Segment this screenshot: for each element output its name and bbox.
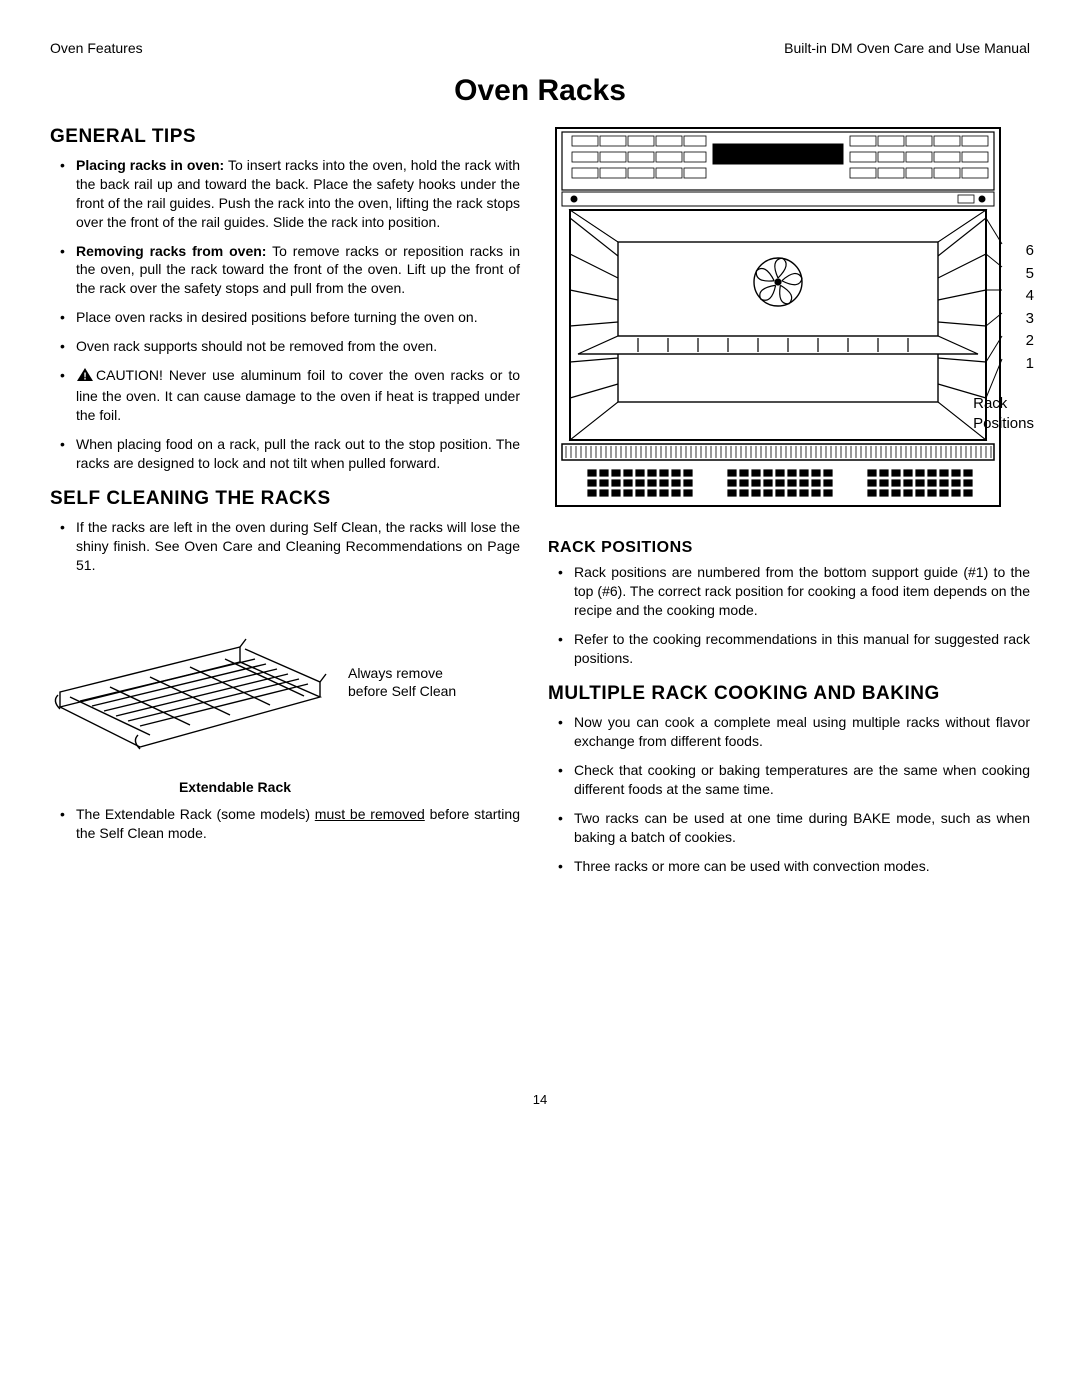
list-item: Oven rack supports should not be removed… [76,337,520,356]
bold-text: Placing racks in oven: [76,157,224,173]
multi-rack-heading: MULTIPLE RACK COOKING AND BAKING [548,683,1030,705]
self-clean-list: If the racks are left in the oven during… [50,518,520,575]
page-title: Oven Racks [50,74,1030,108]
header-right: Built-in DM Oven Care and Use Manual [784,40,1030,56]
extendable-rack-note: Always remove before Self Clean [348,664,458,700]
list-item: If the racks are left in the oven during… [76,518,520,575]
left-column: GENERAL TIPS Placing racks in oven: To i… [50,122,520,892]
caution-icon: ! [76,367,94,387]
rack-positions-list: Rack positions are numbered from the bot… [548,563,1030,667]
rack-positions-heading: RACK POSITIONS [548,539,1030,557]
list-item: Two racks can be used at one time during… [574,809,1030,847]
list-item: Placing racks in oven: To insert racks i… [76,156,520,232]
page-header: Oven Features Built-in DM Oven Care and … [50,40,1030,56]
list-item: Removing racks from oven: To remove rack… [76,242,520,299]
self-clean-heading: SELF CLEANING THE RACKS [50,488,520,510]
list-item: Rack positions are numbered from the bot… [574,563,1030,620]
rack-number: 6 [1026,240,1034,263]
extendable-rack-svg [50,597,330,767]
general-tips-list: Placing racks in oven: To insert racks i… [50,156,520,472]
rack-number: 1 [1026,353,1034,376]
extendable-rack-list: The Extendable Rack (some models) must b… [50,805,520,843]
list-item: Check that cooking or baking temperature… [574,761,1030,799]
list-item: !CAUTION! Never use aluminum foil to cov… [76,366,520,425]
oven-svg [548,122,1008,512]
general-tips-heading: GENERAL TIPS [50,126,520,148]
right-column: 654321 RackPositions RACK POSITIONS Rack… [548,122,1030,892]
page-number: 14 [50,1092,1030,1107]
rack-number: 5 [1026,263,1034,286]
multi-rack-list: Now you can cook a complete meal using m… [548,713,1030,875]
svg-text:!: ! [83,372,86,383]
rack-number: 4 [1026,285,1034,308]
list-item: When placing food on a rack, pull the ra… [76,435,520,473]
list-item: Now you can cook a complete meal using m… [574,713,1030,751]
rack-number-labels: 654321 [1026,240,1034,375]
rack-number: 2 [1026,330,1034,353]
list-item: The Extendable Rack (some models) must b… [76,805,520,843]
underline-text: must be removed [315,806,425,822]
list-item: Refer to the cooking recommendations in … [574,630,1030,668]
bold-text: Removing racks from oven: [76,243,266,259]
extendable-rack-caption: Extendable Rack [110,779,360,795]
oven-figure: 654321 RackPositions [548,122,1030,515]
list-item: Three racks or more can be used with con… [574,857,1030,876]
header-left: Oven Features [50,40,143,56]
rack-number: 3 [1026,308,1034,331]
extendable-rack-figure: Always remove before Self Clean [50,597,520,767]
rack-positions-label: RackPositions [973,394,1034,433]
list-item: Place oven racks in desired positions be… [76,308,520,327]
